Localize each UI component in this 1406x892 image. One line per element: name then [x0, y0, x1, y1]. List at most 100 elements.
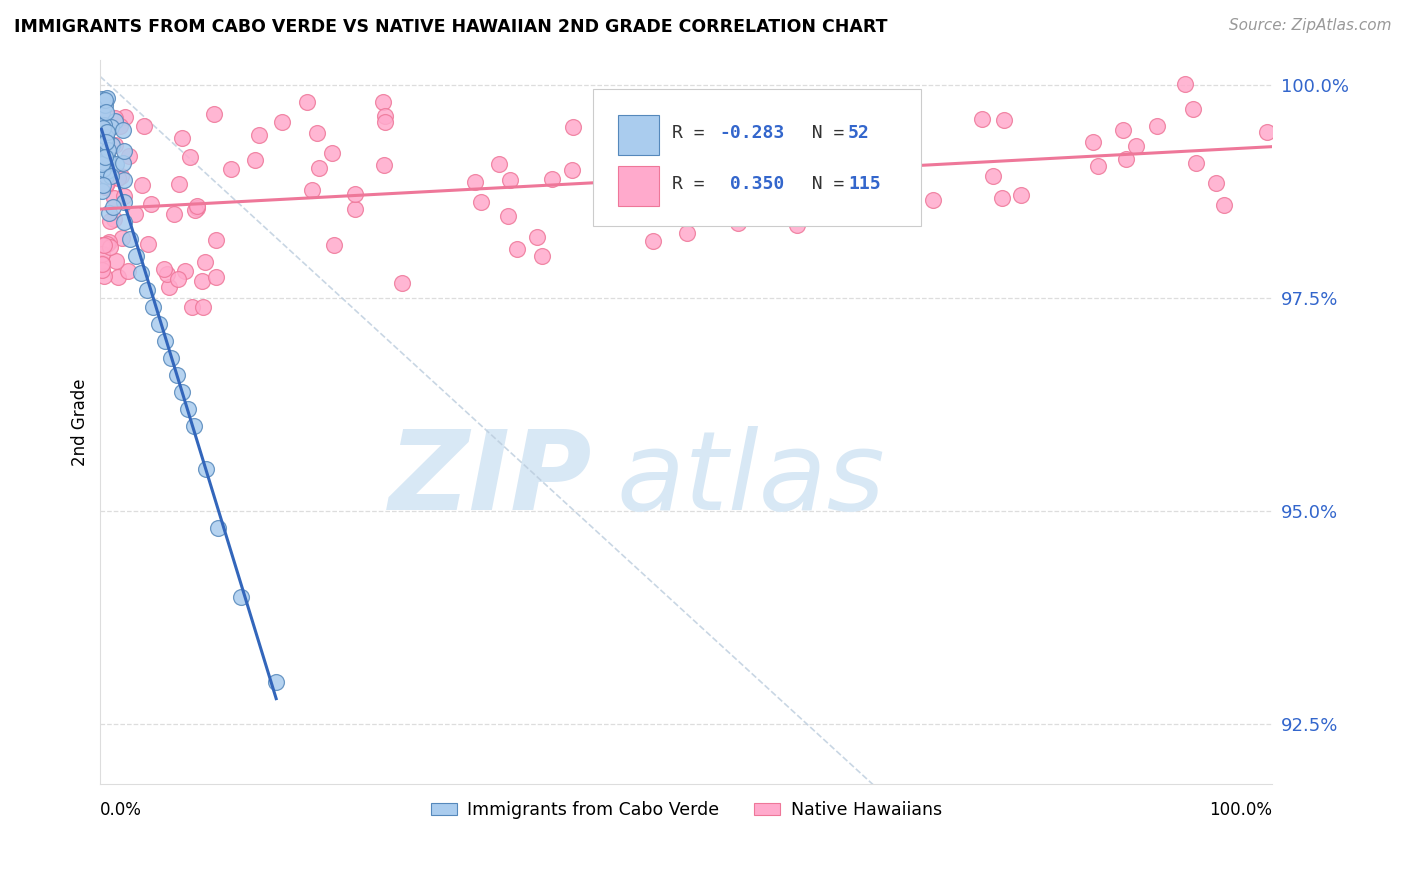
Point	[654, 186, 676, 200]
Text: Source: ZipAtlas.com: Source: ZipAtlas.com	[1229, 18, 1392, 33]
Point	[727, 185, 749, 199]
Point	[191, 301, 214, 315]
Point	[94, 169, 117, 183]
Point	[464, 175, 486, 189]
Point	[1087, 159, 1109, 173]
Point	[177, 402, 200, 417]
Point	[103, 211, 125, 226]
Point	[180, 300, 202, 314]
FancyBboxPatch shape	[619, 115, 659, 155]
Point	[93, 269, 115, 284]
Point	[91, 161, 114, 176]
Point	[163, 207, 186, 221]
Point	[100, 169, 122, 183]
Point	[877, 98, 900, 112]
Text: 52: 52	[848, 125, 870, 143]
Point	[96, 176, 118, 190]
Point	[174, 264, 197, 278]
Point	[112, 144, 135, 158]
Point	[94, 180, 117, 194]
Point	[202, 106, 225, 120]
Text: R =: R =	[672, 175, 716, 194]
Point	[243, 153, 266, 167]
Point	[643, 234, 665, 248]
Point	[90, 257, 112, 271]
Point	[183, 419, 205, 434]
Point	[111, 155, 134, 169]
Point	[118, 231, 141, 245]
Point	[166, 272, 188, 286]
Point	[167, 177, 190, 191]
Point	[344, 187, 367, 202]
Text: 100.0%: 100.0%	[1209, 801, 1272, 819]
Point	[110, 231, 132, 245]
Point	[118, 149, 141, 163]
Point	[93, 153, 115, 167]
Point	[153, 334, 176, 348]
Point	[148, 317, 170, 331]
Text: IMMIGRANTS FROM CABO VERDE VS NATIVE HAWAIIAN 2ND GRADE CORRELATION CHART: IMMIGRANTS FROM CABO VERDE VS NATIVE HAW…	[14, 18, 887, 36]
Point	[991, 191, 1014, 205]
Point	[308, 161, 330, 175]
Point	[305, 126, 328, 140]
Point	[1213, 198, 1236, 212]
Point	[90, 154, 112, 169]
Point	[90, 247, 112, 261]
Text: R =: R =	[672, 125, 716, 143]
Point	[124, 249, 146, 263]
Point	[921, 193, 943, 207]
Point	[97, 235, 120, 250]
Point	[108, 119, 131, 133]
Point	[562, 120, 585, 134]
Point	[124, 207, 146, 221]
Point	[96, 155, 118, 169]
Point	[186, 199, 208, 213]
Point	[104, 112, 127, 126]
Point	[90, 238, 112, 252]
Point	[142, 300, 165, 314]
Point	[786, 218, 808, 232]
Point	[96, 236, 118, 251]
Point	[112, 194, 135, 209]
Point	[1256, 125, 1278, 139]
Point	[179, 151, 201, 165]
Point	[90, 185, 112, 199]
Point	[1205, 176, 1227, 190]
Point	[107, 270, 129, 285]
Point	[93, 109, 115, 123]
Point	[506, 242, 529, 256]
Point	[101, 137, 124, 152]
FancyBboxPatch shape	[593, 88, 921, 227]
Point	[136, 236, 159, 251]
Text: -0.283: -0.283	[720, 125, 785, 143]
Point	[470, 195, 492, 210]
Point	[186, 201, 208, 215]
Point	[96, 91, 118, 105]
Point	[94, 177, 117, 191]
Point	[139, 197, 162, 211]
Point	[321, 145, 343, 160]
Point	[91, 178, 114, 192]
Point	[157, 280, 180, 294]
Point	[727, 216, 749, 230]
Point	[97, 152, 120, 166]
Point	[166, 368, 188, 382]
Point	[93, 118, 115, 132]
Point	[134, 119, 156, 133]
Point	[112, 214, 135, 228]
Point	[297, 95, 319, 110]
Point	[627, 194, 650, 208]
Point	[970, 112, 993, 126]
Point	[90, 255, 112, 269]
Point	[105, 254, 128, 268]
Point	[96, 164, 118, 178]
Point	[90, 128, 112, 142]
Point	[90, 156, 112, 170]
Point	[499, 173, 522, 187]
Point	[323, 238, 346, 252]
Point	[391, 276, 413, 290]
Point	[97, 144, 120, 158]
Point	[94, 125, 117, 139]
Point	[561, 162, 583, 177]
Point	[1111, 122, 1133, 136]
